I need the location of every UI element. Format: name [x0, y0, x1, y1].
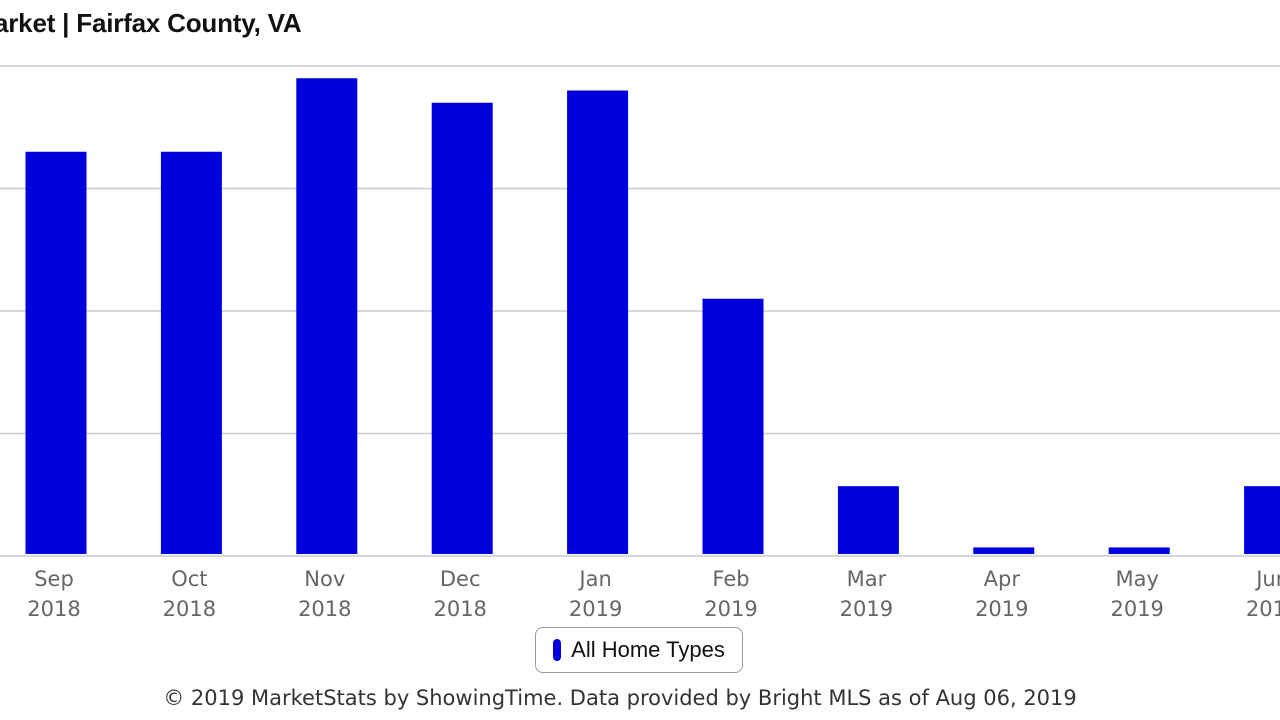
x-tick-label: Oct 2018 [163, 567, 216, 621]
x-tick-year: 2019 [1246, 597, 1280, 621]
x-tick-month: May [1115, 567, 1158, 591]
x-axis-tick-labels: Sep 2018 Oct 2018 Nov 2018 Dec 2018 Jan 2019 Feb 20… [27, 567, 1280, 621]
bar[interactable] [1244, 486, 1280, 554]
x-tick-label: Apr 2019 [975, 567, 1028, 621]
bar[interactable] [1108, 547, 1170, 554]
x-tick-year: 2018 [433, 597, 486, 621]
x-tick-year: 2018 [27, 597, 80, 621]
bar[interactable] [25, 151, 87, 554]
bar[interactable] [702, 298, 764, 554]
x-tick-month: Jan [577, 567, 611, 591]
legend[interactable]: All Home Types [535, 627, 743, 673]
x-tick-label: Dec 2018 [433, 567, 486, 621]
x-tick-year: 2019 [704, 597, 757, 621]
bar[interactable] [160, 151, 222, 554]
x-tick-month: Mar [847, 567, 887, 591]
bar[interactable] [567, 90, 629, 555]
x-tick-year: 2019 [975, 597, 1028, 621]
bar[interactable] [837, 486, 899, 554]
legend-swatch [553, 639, 562, 661]
x-tick-year: 2019 [569, 597, 622, 621]
x-tick-label: Jan 2019 [569, 567, 622, 621]
x-tick-month: Dec [440, 567, 481, 591]
x-tick-month: Feb [712, 567, 749, 591]
x-tick-month: Jun [1254, 567, 1280, 591]
x-tick-label: Mar 2019 [840, 567, 893, 621]
x-tick-label: May 2019 [1110, 567, 1163, 621]
bar[interactable] [296, 78, 358, 554]
x-tick-year: 2019 [840, 597, 893, 621]
x-tick-label: Sep 2018 [27, 567, 80, 621]
x-tick-year: 2018 [298, 597, 351, 621]
x-tick-month: Sep [34, 567, 74, 591]
x-tick-year: 2018 [163, 597, 216, 621]
bars [25, 78, 1280, 555]
footer-credit: © 2019 MarketStats by ShowingTime. Data … [163, 686, 1077, 710]
bar[interactable] [431, 102, 493, 554]
legend-label: All Home Types [571, 637, 725, 662]
x-tick-label: Feb 2019 [704, 567, 757, 621]
x-tick-month: Nov [304, 567, 345, 591]
x-tick-month: Oct [171, 567, 207, 591]
chart-title: arket | Fairfax County, VA [0, 8, 302, 38]
x-tick-label: Nov 2018 [298, 567, 351, 621]
x-tick-month: Apr [984, 567, 1021, 591]
bar[interactable] [973, 547, 1035, 554]
x-tick-year: 2019 [1110, 597, 1163, 621]
x-tick-label: Jun 2019 [1246, 567, 1280, 621]
bar-chart: Sep 2018 Oct 2018 Nov 2018 Dec 2018 Jan 2019 Feb 20… [0, 65, 1280, 621]
